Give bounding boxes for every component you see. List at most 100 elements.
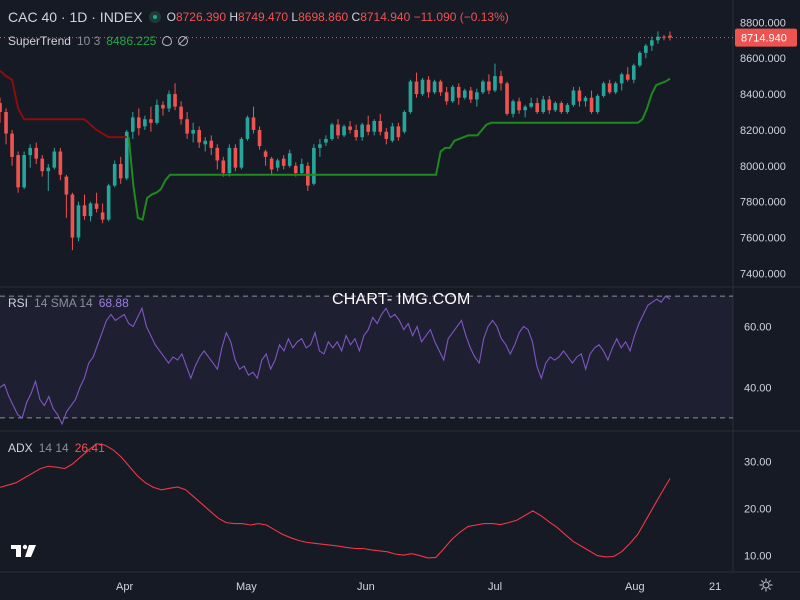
supertrend-up-line [127, 77, 671, 221]
candle-body [257, 129, 262, 147]
adx-tick-label: 10.00 [744, 551, 772, 563]
supertrend-legend[interactable]: SuperTrend 10 3 8486.225 [8, 34, 189, 48]
candle-body [82, 205, 87, 217]
candle-body [511, 101, 515, 114]
gear-icon[interactable] [759, 578, 773, 592]
time-tick-label: 21 [709, 581, 721, 593]
candle-body [287, 153, 292, 166]
candle-body [197, 129, 201, 143]
candle-body [396, 126, 401, 138]
candle-body [28, 147, 32, 156]
candle-body [662, 36, 666, 38]
candle-body [275, 160, 280, 168]
candle-body [124, 131, 129, 179]
candle-body [577, 90, 582, 102]
ohlc-readout: O 8726.390 H 8749.470 L 8698.860 C 8714.940 … [166, 10, 509, 24]
candle-body [481, 81, 485, 93]
market-status-icon [148, 11, 161, 23]
candle-body [487, 81, 491, 91]
candle-body [173, 94, 177, 107]
candle-body [233, 147, 238, 168]
price-tick-label: 8200.000 [740, 125, 786, 137]
candle-body [499, 76, 503, 84]
price-tick-label: 7400.000 [740, 268, 786, 280]
price-badge [735, 28, 797, 47]
candle-body [408, 81, 413, 113]
price-badge-label: 8714.940 [741, 33, 787, 45]
rsi-tick-label: 40.00 [744, 382, 772, 394]
adx-line [0, 443, 671, 559]
candle-body [601, 83, 606, 96]
candle-body [112, 164, 117, 186]
price-tick-label: 7600.000 [740, 233, 786, 245]
rsi-legend[interactable]: RSI 14 SMA 14 68.88 [8, 296, 129, 310]
high-value: 8749.470 [238, 10, 289, 24]
candle-body [366, 124, 371, 132]
adx-value: 26.41 [74, 441, 105, 455]
candle-body [10, 133, 14, 157]
candle-body [432, 81, 437, 93]
candle-body [360, 124, 364, 138]
price-tick-label: 8600.000 [740, 53, 786, 65]
supertrend-params: 10 3 [76, 34, 101, 48]
price-tick-label: 8400.000 [740, 89, 786, 101]
tradingview-logo-icon[interactable] [10, 541, 38, 559]
candle-body [378, 120, 383, 132]
candle-body [312, 147, 316, 184]
time-tick-label: May [236, 581, 257, 593]
supertrend-value: 8486.225 [106, 34, 157, 48]
candle-body [607, 83, 612, 93]
candle-body [227, 147, 232, 174]
candle-body [318, 144, 322, 148]
hide-icon[interactable] [178, 36, 189, 46]
candle-body [342, 126, 346, 136]
candle-body [52, 151, 57, 168]
candle-body [88, 203, 93, 217]
candle-body [613, 83, 618, 93]
candle-body [118, 164, 123, 179]
candle-body [469, 90, 473, 100]
candle-body [4, 112, 8, 134]
eye-icon[interactable] [162, 36, 173, 46]
adx-legend[interactable]: ADX 14 14 26.41 [8, 441, 105, 455]
candle-body [76, 205, 81, 238]
supertrend-down-line [0, 70, 127, 139]
candle-body [161, 104, 165, 109]
candle-body [535, 103, 540, 113]
candle-body [644, 45, 648, 53]
candle-body [281, 158, 286, 166]
candle-body [239, 138, 244, 168]
time-tick-label: Apr [116, 581, 133, 593]
candle-body [203, 140, 208, 145]
candle-body [324, 138, 328, 143]
time-tick-label: Jun [357, 581, 375, 593]
candle-body [547, 99, 552, 111]
candle-body [450, 86, 455, 102]
candle-body [64, 176, 69, 195]
main-legend: CAC 40 · 1D · INDEX O 8726.390 H 8749.470 … [8, 9, 509, 25]
candle-body [167, 94, 171, 109]
candle-body [269, 158, 274, 170]
candle-body [541, 99, 546, 113]
candle-body [444, 92, 449, 102]
close-value: 8714.940 [360, 10, 411, 24]
candle-body [185, 119, 189, 134]
price-tick-label: 8800.000 [740, 17, 786, 29]
open-value: 8726.390 [175, 10, 226, 24]
candle-body [372, 120, 377, 132]
candle-body [517, 101, 521, 111]
candle-body [106, 185, 111, 220]
candle-body [130, 117, 135, 132]
rsi-value: 68.88 [98, 296, 129, 310]
candle-body [493, 76, 497, 91]
price-tick-label: 7800.000 [740, 197, 786, 209]
candle-body [336, 124, 340, 136]
time-tick-label: Jul [488, 581, 502, 593]
candle-body [529, 103, 533, 107]
candle-body [402, 112, 407, 132]
candle-body [251, 117, 256, 130]
supertrend-name: SuperTrend [8, 34, 71, 48]
candle-body [631, 65, 636, 80]
price-tick-label: 8000.000 [740, 161, 786, 173]
